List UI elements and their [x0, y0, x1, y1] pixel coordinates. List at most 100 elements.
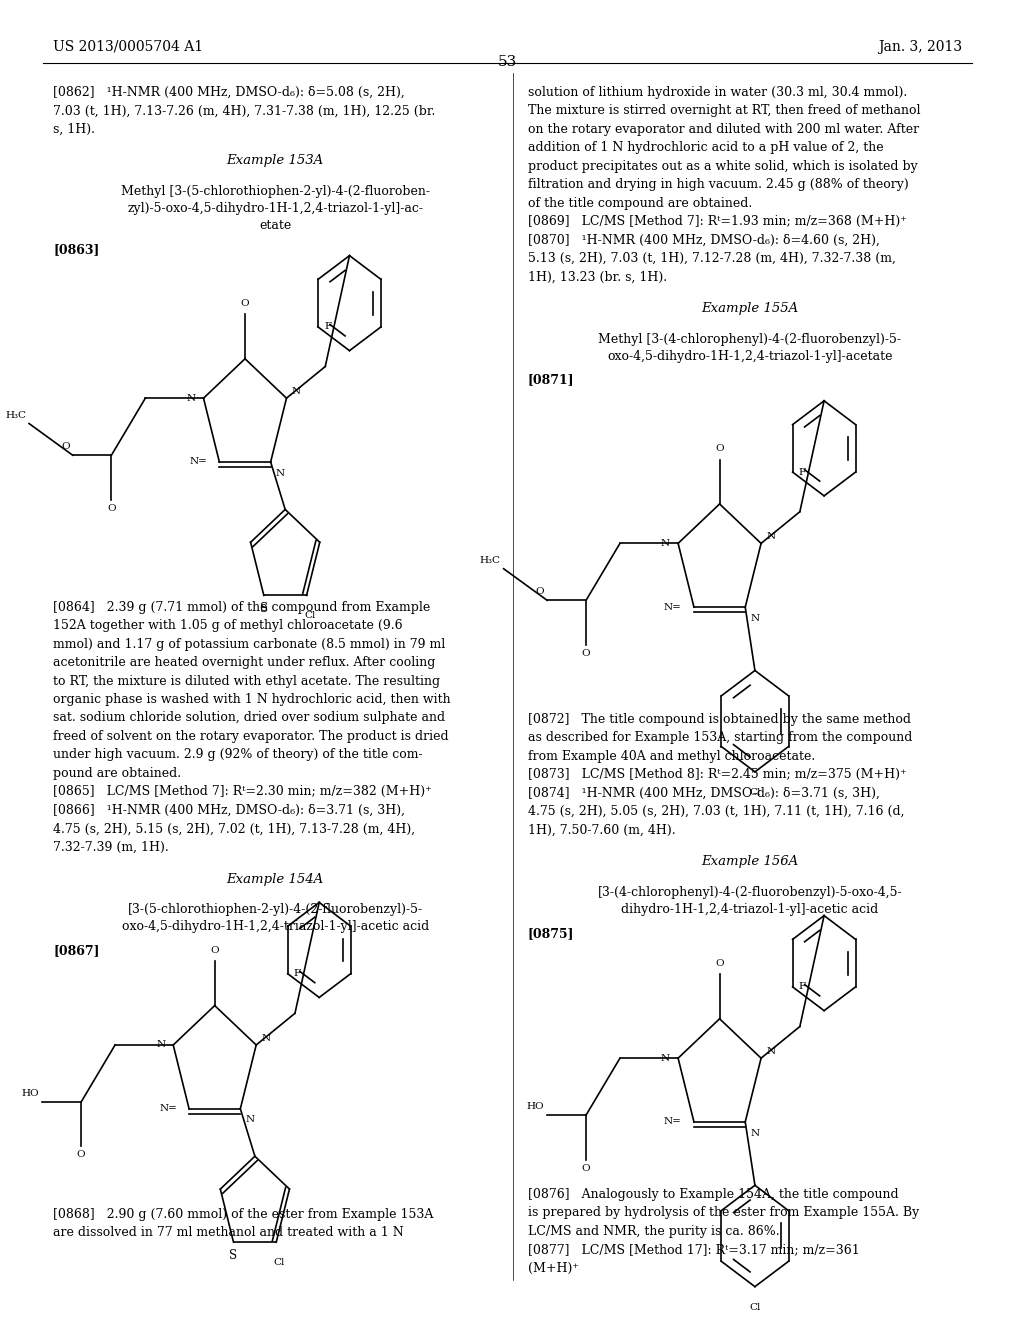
- Text: [0877]   LC/MS [Method 17]: Rᵗ=3.17 min; m/z=361: [0877] LC/MS [Method 17]: Rᵗ=3.17 min; m…: [527, 1243, 859, 1257]
- Text: 4.75 (s, 2H), 5.05 (s, 2H), 7.03 (t, 1H), 7.11 (t, 1H), 7.16 (d,: 4.75 (s, 2H), 5.05 (s, 2H), 7.03 (t, 1H)…: [527, 805, 904, 818]
- Text: HO: HO: [22, 1089, 39, 1098]
- Text: H₃C: H₃C: [5, 411, 26, 420]
- Text: 1H), 13.23 (br. s, 1H).: 1H), 13.23 (br. s, 1H).: [527, 271, 667, 284]
- Text: 7.03 (t, 1H), 7.13-7.26 (m, 4H), 7.31-7.38 (m, 1H), 12.25 (br.: 7.03 (t, 1H), 7.13-7.26 (m, 4H), 7.31-7.…: [53, 104, 435, 117]
- Text: O: O: [210, 945, 219, 954]
- Text: as described for Example 153A, starting from the compound: as described for Example 153A, starting …: [527, 731, 912, 744]
- Text: [0871]: [0871]: [527, 374, 574, 387]
- Text: 1H), 7.50-7.60 (m, 4H).: 1H), 7.50-7.60 (m, 4H).: [527, 824, 676, 837]
- Text: N=: N=: [664, 603, 682, 611]
- Text: [0862]   ¹H-NMR (400 MHz, DMSO-d₆): δ=5.08 (s, 2H),: [0862] ¹H-NMR (400 MHz, DMSO-d₆): δ=5.08…: [53, 86, 404, 99]
- Text: [0872]   The title compound is obtained by the same method: [0872] The title compound is obtained by…: [527, 713, 910, 726]
- Text: N: N: [751, 614, 760, 623]
- Text: Cl: Cl: [273, 1258, 285, 1267]
- Text: F: F: [799, 467, 806, 477]
- Text: [3-(4-chlorophenyl)-4-(2-fluorobenzyl)-5-oxo-4,5-: [3-(4-chlorophenyl)-4-(2-fluorobenzyl)-5…: [598, 886, 902, 899]
- Text: [0863]: [0863]: [53, 243, 99, 256]
- Text: Cl: Cl: [750, 1303, 761, 1312]
- Text: [0866]   ¹H-NMR (400 MHz, DMSO-d₆): δ=3.71 (s, 3H),: [0866] ¹H-NMR (400 MHz, DMSO-d₆): δ=3.71…: [53, 804, 406, 817]
- Text: solution of lithium hydroxide in water (30.3 ml, 30.4 mmol).: solution of lithium hydroxide in water (…: [527, 86, 907, 99]
- Text: LC/MS and NMR, the purity is ca. 86%.: LC/MS and NMR, the purity is ca. 86%.: [527, 1225, 779, 1238]
- Text: Example 154A: Example 154A: [226, 873, 324, 886]
- Text: S: S: [229, 1249, 238, 1262]
- Text: N: N: [261, 1034, 270, 1043]
- Text: [0870]   ¹H-NMR (400 MHz, DMSO-d₆): δ=4.60 (s, 2H),: [0870] ¹H-NMR (400 MHz, DMSO-d₆): δ=4.60…: [527, 234, 880, 247]
- Text: O: O: [582, 648, 590, 657]
- Text: [0875]: [0875]: [527, 927, 574, 940]
- Text: N: N: [156, 1040, 165, 1049]
- Text: on the rotary evaporator and diluted with 200 ml water. After: on the rotary evaporator and diluted wit…: [527, 123, 919, 136]
- Text: N: N: [766, 532, 775, 541]
- Text: N: N: [246, 1115, 255, 1125]
- Text: is prepared by hydrolysis of the ester from Example 155A. By: is prepared by hydrolysis of the ester f…: [527, 1206, 919, 1220]
- Text: N: N: [186, 393, 196, 403]
- Text: [0873]   LC/MS [Method 8]: Rᵗ=2.45 min; m/z=375 (M+H)⁺: [0873] LC/MS [Method 8]: Rᵗ=2.45 min; m/…: [527, 768, 906, 781]
- Text: etate: etate: [259, 219, 292, 232]
- Text: zyl)-5-oxo-4,5-dihydro-1H-1,2,4-triazol-1-yl]-ac-: zyl)-5-oxo-4,5-dihydro-1H-1,2,4-triazol-…: [127, 202, 423, 215]
- Text: addition of 1 N hydrochloric acid to a pH value of 2, the: addition of 1 N hydrochloric acid to a p…: [527, 141, 884, 154]
- Text: [3-(5-chlorothiophen-2-yl)-4-(2-fluorobenzyl)-5-: [3-(5-chlorothiophen-2-yl)-4-(2-fluorobe…: [128, 903, 423, 916]
- Text: oxo-4,5-dihydro-1H-1,2,4-triazol-1-yl]-acetic acid: oxo-4,5-dihydro-1H-1,2,4-triazol-1-yl]-a…: [122, 920, 429, 933]
- Text: S: S: [260, 602, 268, 615]
- Text: [0865]   LC/MS [Method 7]: Rᵗ=2.30 min; m/z=382 (M+H)⁺: [0865] LC/MS [Method 7]: Rᵗ=2.30 min; m/…: [53, 785, 432, 799]
- Text: N: N: [660, 539, 670, 548]
- Text: O: O: [536, 587, 544, 597]
- Text: sat. sodium chloride solution, dried over sodium sulphate and: sat. sodium chloride solution, dried ove…: [53, 711, 445, 725]
- Text: The mixture is stirred overnight at RT, then freed of methanol: The mixture is stirred overnight at RT, …: [527, 104, 921, 117]
- Text: from Example 40A and methyl chloroacetate.: from Example 40A and methyl chloroacetat…: [527, 750, 815, 763]
- Text: H₃C: H₃C: [479, 556, 501, 565]
- Text: US 2013/0005704 A1: US 2013/0005704 A1: [53, 40, 204, 54]
- Text: 152A together with 1.05 g of methyl chloroacetate (9.6: 152A together with 1.05 g of methyl chlo…: [53, 619, 402, 632]
- Text: product precipitates out as a white solid, which is isolated by: product precipitates out as a white soli…: [527, 160, 918, 173]
- Text: of the title compound are obtained.: of the title compound are obtained.: [527, 197, 752, 210]
- Text: Methyl [3-(5-chlorothiophen-2-yl)-4-(2-fluoroben-: Methyl [3-(5-chlorothiophen-2-yl)-4-(2-f…: [121, 185, 430, 198]
- Text: O: O: [716, 958, 724, 968]
- Text: [0874]   ¹H-NMR (400 MHz, DMSO-d₆): δ=3.71 (s, 3H),: [0874] ¹H-NMR (400 MHz, DMSO-d₆): δ=3.71…: [527, 787, 880, 800]
- Text: oxo-4,5-dihydro-1H-1,2,4-triazol-1-yl]-acetate: oxo-4,5-dihydro-1H-1,2,4-triazol-1-yl]-a…: [607, 350, 893, 363]
- Text: O: O: [77, 1150, 85, 1159]
- Text: 53: 53: [498, 55, 517, 70]
- Text: N=: N=: [189, 458, 207, 466]
- Text: [0867]: [0867]: [53, 944, 99, 957]
- Text: Cl: Cl: [750, 788, 761, 797]
- Text: Jan. 3, 2013: Jan. 3, 2013: [878, 40, 962, 54]
- Text: Cl: Cl: [304, 611, 315, 620]
- Text: N: N: [660, 1053, 670, 1063]
- Text: 4.75 (s, 2H), 5.15 (s, 2H), 7.02 (t, 1H), 7.13-7.28 (m, 4H),: 4.75 (s, 2H), 5.15 (s, 2H), 7.02 (t, 1H)…: [53, 822, 416, 836]
- Text: O: O: [108, 503, 116, 512]
- Text: O: O: [241, 298, 249, 308]
- Text: acetonitrile are heated overnight under reflux. After cooling: acetonitrile are heated overnight under …: [53, 656, 435, 669]
- Text: s, 1H).: s, 1H).: [53, 123, 95, 136]
- Text: O: O: [582, 1163, 590, 1172]
- Text: F: F: [294, 969, 301, 978]
- Text: [0869]   LC/MS [Method 7]: Rᵗ=1.93 min; m/z=368 (M+H)⁺: [0869] LC/MS [Method 7]: Rᵗ=1.93 min; m/…: [527, 215, 906, 228]
- Text: N: N: [275, 469, 285, 478]
- Text: N: N: [766, 1047, 775, 1056]
- Text: N: N: [292, 387, 301, 396]
- Text: filtration and drying in high vacuum. 2.45 g (88% of theory): filtration and drying in high vacuum. 2.…: [527, 178, 908, 191]
- Text: Example 155A: Example 155A: [701, 302, 799, 315]
- Text: are dissolved in 77 ml methanol and treated with a 1 N: are dissolved in 77 ml methanol and trea…: [53, 1226, 403, 1239]
- Text: N: N: [751, 1129, 760, 1138]
- Text: Example 153A: Example 153A: [226, 154, 324, 168]
- Text: [0876]   Analogously to Example 154A, the title compound: [0876] Analogously to Example 154A, the …: [527, 1188, 898, 1201]
- Text: 7.32-7.39 (m, 1H).: 7.32-7.39 (m, 1H).: [53, 841, 169, 854]
- Text: O: O: [716, 444, 724, 453]
- Text: dihydro-1H-1,2,4-triazol-1-yl]-acetic acid: dihydro-1H-1,2,4-triazol-1-yl]-acetic ac…: [622, 903, 879, 916]
- Text: O: O: [61, 442, 70, 451]
- Text: HO: HO: [526, 1102, 544, 1111]
- Text: F: F: [324, 322, 331, 331]
- Text: Example 156A: Example 156A: [701, 855, 799, 869]
- Text: [0868]   2.90 g (7.60 mmol) of the ester from Example 153A: [0868] 2.90 g (7.60 mmol) of the ester f…: [53, 1208, 433, 1221]
- Text: freed of solvent on the rotary evaporator. The product is dried: freed of solvent on the rotary evaporato…: [53, 730, 449, 743]
- Text: pound are obtained.: pound are obtained.: [53, 767, 181, 780]
- Text: [0864]   2.39 g (7.71 mmol) of the compound from Example: [0864] 2.39 g (7.71 mmol) of the compoun…: [53, 601, 430, 614]
- Text: 5.13 (s, 2H), 7.03 (t, 1H), 7.12-7.28 (m, 4H), 7.32-7.38 (m,: 5.13 (s, 2H), 7.03 (t, 1H), 7.12-7.28 (m…: [527, 252, 896, 265]
- Text: N=: N=: [664, 1118, 682, 1126]
- Text: organic phase is washed with 1 N hydrochloric acid, then with: organic phase is washed with 1 N hydroch…: [53, 693, 451, 706]
- Text: N=: N=: [159, 1105, 177, 1113]
- Text: Methyl [3-(4-chlorophenyl)-4-(2-fluorobenzyl)-5-: Methyl [3-(4-chlorophenyl)-4-(2-fluorobe…: [598, 333, 901, 346]
- Text: (M+H)⁺: (M+H)⁺: [527, 1262, 579, 1275]
- Text: to RT, the mixture is diluted with ethyl acetate. The resulting: to RT, the mixture is diluted with ethyl…: [53, 675, 440, 688]
- Text: F: F: [799, 982, 806, 991]
